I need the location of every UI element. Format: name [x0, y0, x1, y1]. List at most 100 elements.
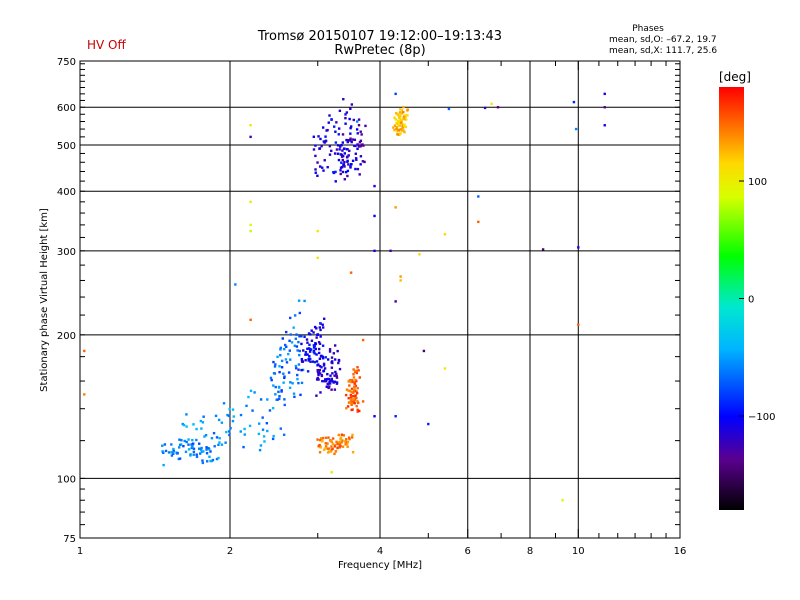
echo-point — [333, 358, 337, 361]
echo-point — [218, 441, 221, 444]
echo-point — [300, 357, 304, 361]
echo-point — [354, 394, 357, 397]
echo-point — [334, 170, 337, 174]
echo-point — [272, 360, 275, 364]
echo-point — [406, 109, 409, 112]
echo-point — [322, 140, 325, 143]
echo-point — [290, 341, 294, 344]
hv-status: HV Off — [87, 38, 126, 52]
echo-point — [243, 427, 246, 431]
echo-point — [282, 372, 285, 375]
echo-point — [339, 172, 342, 176]
echo-point — [201, 421, 205, 424]
echo-point — [312, 350, 315, 354]
echo-point — [392, 126, 395, 129]
echo-point — [316, 229, 319, 233]
echo-point — [350, 391, 353, 394]
echo-point — [347, 154, 350, 157]
echo-point — [277, 390, 280, 394]
echo-point — [357, 118, 361, 121]
echo-point — [359, 145, 362, 148]
echo-point — [352, 390, 356, 393]
echo-point — [215, 436, 219, 439]
echo-point — [318, 147, 321, 150]
echo-point — [399, 120, 402, 123]
echo-point — [394, 300, 397, 303]
axis-ticks — [79, 61, 681, 538]
echo-point — [307, 359, 310, 362]
echo-point — [353, 386, 356, 389]
echo-point — [313, 360, 317, 364]
echo-point — [198, 442, 201, 445]
echo-point — [422, 349, 426, 353]
echo-points — [83, 92, 606, 502]
echo-point — [326, 377, 330, 381]
echo-point — [337, 433, 341, 437]
echo-point — [337, 359, 341, 362]
echo-point — [319, 322, 322, 325]
y-tick-label: 300 — [57, 247, 76, 258]
echo-point — [309, 360, 312, 363]
echo-point — [331, 380, 334, 383]
echo-point — [346, 445, 349, 448]
echo-point — [271, 437, 275, 441]
echo-point — [224, 441, 227, 444]
echo-point — [211, 458, 215, 462]
y-tick-label: 750 — [57, 57, 76, 68]
echo-point — [176, 451, 179, 455]
echo-point — [287, 371, 291, 374]
echo-point — [310, 329, 313, 332]
echo-point — [317, 347, 321, 351]
echo-point — [354, 167, 357, 171]
echo-point — [315, 360, 319, 363]
echo-point — [283, 403, 286, 407]
echo-point — [335, 376, 339, 379]
echo-point — [304, 353, 307, 356]
echo-point — [340, 161, 343, 164]
echo-point — [373, 184, 376, 188]
echo-point — [198, 447, 202, 450]
echo-point — [330, 366, 334, 369]
echo-point — [345, 438, 348, 441]
echo-point — [283, 398, 286, 401]
echo-point — [356, 366, 359, 369]
echo-point — [349, 107, 352, 111]
echo-point — [402, 116, 405, 119]
x-tick-label: 16 — [674, 546, 687, 557]
echo-point — [351, 379, 354, 382]
echo-point — [350, 103, 354, 106]
echo-point — [205, 446, 208, 449]
echo-point — [359, 155, 363, 158]
echo-point — [324, 447, 327, 450]
echo-point — [295, 367, 298, 370]
echo-point — [321, 126, 325, 129]
echo-point — [344, 116, 347, 120]
echo-point — [397, 129, 400, 132]
echo-point — [354, 378, 357, 382]
echo-point — [288, 386, 292, 389]
echo-point — [402, 110, 405, 114]
echo-point — [308, 350, 312, 353]
echo-point — [185, 425, 188, 428]
echo-point — [306, 341, 309, 344]
echo-point — [340, 143, 343, 147]
echo-point — [343, 178, 347, 181]
echo-point — [338, 441, 341, 444]
echo-point — [266, 398, 269, 401]
echo-point — [200, 450, 204, 453]
echo-point — [187, 443, 190, 446]
echo-point — [351, 395, 355, 398]
echo-point — [226, 413, 229, 417]
echo-point — [342, 434, 346, 437]
echo-point — [182, 423, 186, 427]
echo-point — [257, 422, 261, 425]
echo-point — [317, 351, 321, 355]
echo-point — [321, 166, 324, 169]
echo-point — [346, 174, 349, 178]
echo-point — [338, 367, 342, 371]
echo-point — [354, 384, 358, 388]
echo-point — [277, 385, 281, 389]
echo-point — [350, 395, 353, 398]
echo-point — [200, 427, 203, 430]
echo-point — [355, 396, 358, 400]
